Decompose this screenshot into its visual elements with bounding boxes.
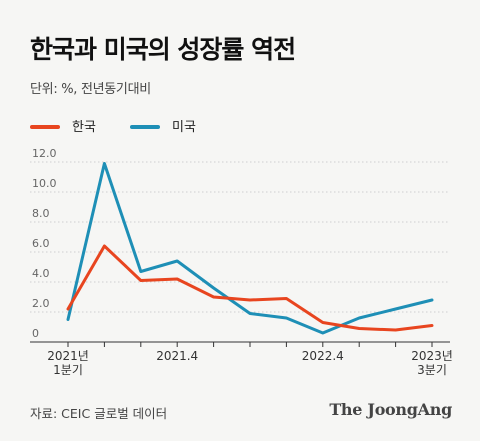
x-tick-label: 2021.4: [156, 349, 198, 363]
chart-title: 한국과 미국의 성장률 역전: [30, 35, 296, 64]
unit-label: 단위: %, 전년동기대비: [30, 82, 151, 97]
series-line-korea: [66, 244, 434, 332]
series-line-us: [66, 162, 434, 335]
y-tick-label: 6.0: [32, 237, 50, 250]
legend-label-us: 미국: [172, 120, 196, 135]
legend-item-us: 미국: [130, 116, 196, 135]
x-tick-label: 2021년: [47, 349, 89, 363]
y-tick-label: 2.0: [32, 297, 50, 310]
brand-logo: The JoongAng: [329, 400, 452, 419]
x-tick-label: 2023년: [411, 349, 453, 363]
y-tick-label: 4.0: [32, 267, 50, 280]
legend-item-korea: 한국: [30, 116, 96, 135]
x-tick-label: 2022.4: [302, 349, 344, 363]
source-note: 자료: CEIC 글로벌 데이터: [30, 406, 168, 421]
y-tick-label: 8.0: [32, 207, 50, 220]
legend-swatch-korea: [30, 124, 60, 129]
y-tick-label: 0: [32, 327, 39, 340]
legend-label-korea: 한국: [72, 120, 96, 135]
x-tick-label: 1분기: [53, 363, 83, 377]
y-tick-label: 12.0: [32, 147, 57, 160]
x-tick-label: 3분기: [417, 363, 447, 377]
y-tick-label: 10.0: [32, 177, 57, 190]
legend-swatch-us: [130, 124, 160, 129]
